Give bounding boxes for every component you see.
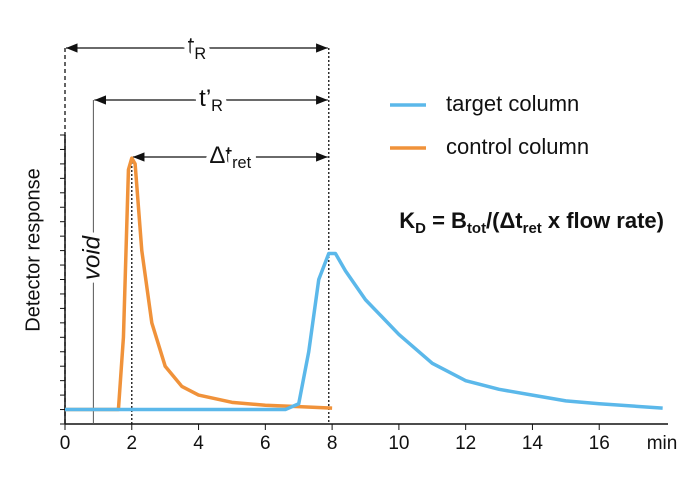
interval-label: t’R — [199, 85, 223, 115]
interval-label: Δtret — [209, 142, 251, 172]
formula-sub: tot — [467, 220, 486, 237]
interval-label-sub: ret — [232, 154, 252, 172]
formula-part: x flow rate) — [542, 208, 664, 233]
y-axis-label: Detector response — [22, 168, 44, 331]
formula-part: K — [399, 208, 415, 233]
series-line — [65, 251, 663, 412]
formula-sub: ret — [523, 220, 542, 237]
x-tick-label: 2 — [126, 433, 137, 454]
formula-part: = B — [426, 208, 467, 233]
x-tick-label: 14 — [522, 433, 544, 454]
series-line — [65, 156, 333, 412]
formula-sub: D — [415, 220, 426, 237]
legend-label: control column — [446, 134, 589, 159]
formula: KD = Btot/(Δtret x flow rate) — [399, 208, 664, 237]
x-tick-label: 12 — [455, 433, 476, 454]
formula-part: /(Δt — [486, 208, 523, 233]
x-unit-label: min — [647, 433, 678, 454]
x-tick-label: 10 — [388, 433, 409, 454]
x-tick-label: 6 — [260, 433, 271, 454]
reference-label: void — [79, 235, 106, 280]
interval-label-sub: R — [211, 97, 223, 115]
x-tick-label: 8 — [327, 433, 338, 454]
x-tick-label: 4 — [193, 433, 204, 454]
interval-label-sub: R — [194, 45, 206, 63]
legend-label: target column — [446, 91, 579, 116]
x-tick-label: 0 — [60, 433, 71, 454]
x-tick-label: 16 — [589, 433, 610, 454]
interval-label-part: Δt — [209, 142, 232, 169]
interval-label-part: t’ — [199, 85, 211, 112]
interval-label: tR — [188, 33, 207, 63]
